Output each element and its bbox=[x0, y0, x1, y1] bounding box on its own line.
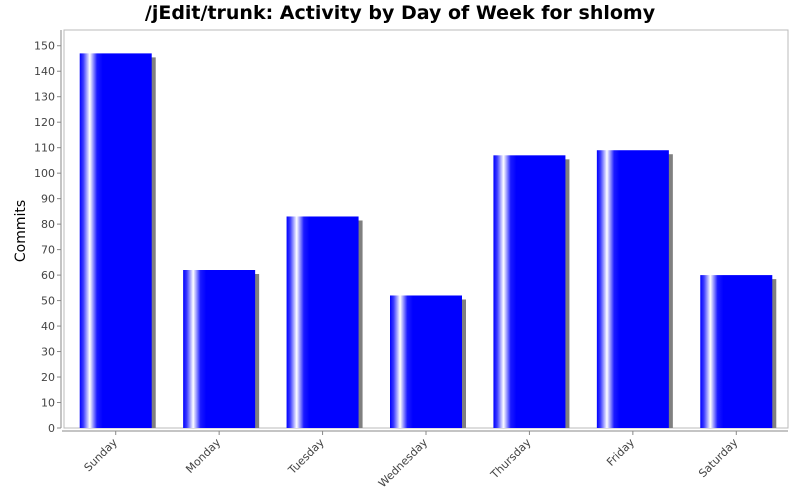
y-tick-label: 20 bbox=[41, 371, 55, 384]
y-tick-label: 100 bbox=[34, 167, 55, 180]
y-tick-label: 140 bbox=[34, 65, 55, 78]
y-tick-label: 60 bbox=[41, 269, 55, 282]
x-tick-label: Saturday bbox=[696, 436, 741, 481]
x-tick-label: Friday bbox=[604, 436, 637, 469]
x-tick-label: Wednesday bbox=[376, 436, 431, 491]
chart-title: /jEdit/trunk: Activity by Day of Week fo… bbox=[144, 2, 656, 24]
bar-monday bbox=[183, 270, 256, 428]
y-tick-label: 0 bbox=[48, 422, 55, 435]
y-tick-label: 40 bbox=[41, 320, 55, 333]
y-tick-label: 90 bbox=[41, 193, 55, 206]
y-axis-title: Commits bbox=[13, 200, 29, 262]
bar-wednesday bbox=[390, 295, 462, 428]
bar-friday bbox=[596, 150, 669, 428]
bar-thursday bbox=[493, 155, 566, 429]
bar-sunday bbox=[79, 53, 152, 429]
x-tick-label: Tuesday bbox=[285, 436, 327, 478]
y-tick-label: 130 bbox=[34, 91, 55, 104]
x-axis: Sunday Monday Tuesday Wednesday Thursday Frid… bbox=[62, 430, 788, 491]
x-tick-label: Thursday bbox=[487, 436, 533, 482]
bar-tuesday bbox=[286, 216, 359, 428]
bars bbox=[79, 53, 777, 429]
y-axis: 0 10 20 30 40 50 60 70 80 90 100 110 120 130 140 150 bbox=[34, 30, 62, 435]
x-tick-label: Monday bbox=[183, 436, 223, 476]
y-tick-label: 120 bbox=[34, 116, 55, 129]
y-tick-label: 110 bbox=[34, 142, 55, 155]
y-tick-label: 30 bbox=[41, 346, 55, 359]
y-tick-label: 70 bbox=[41, 244, 55, 257]
bar-saturday bbox=[700, 275, 773, 428]
y-tick-label: 80 bbox=[41, 218, 55, 231]
y-tick-label: 150 bbox=[34, 40, 55, 53]
x-tick-label: Sunday bbox=[82, 436, 121, 475]
y-tick-label: 10 bbox=[41, 397, 55, 410]
y-tick-label: 50 bbox=[41, 295, 55, 308]
